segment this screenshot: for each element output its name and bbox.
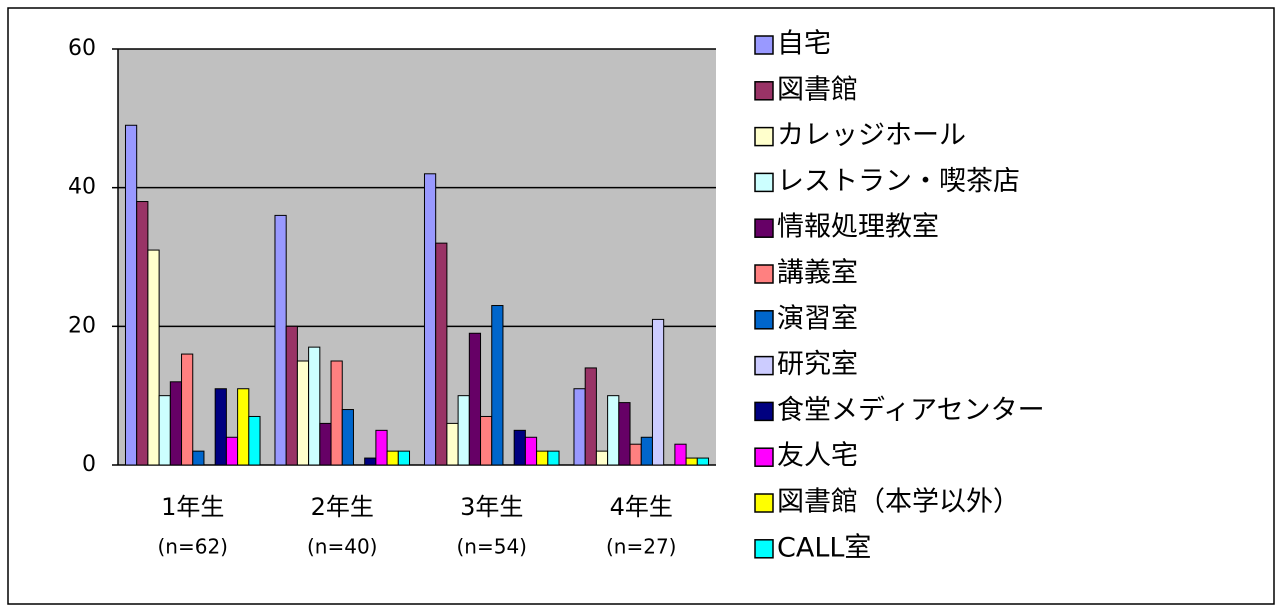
legend-swatch [754, 81, 774, 101]
bar [446, 422, 459, 466]
x-tick-sublabel: (n=27) [606, 535, 677, 559]
legend-swatch [754, 35, 774, 55]
legend-label: 研究室 [777, 349, 858, 380]
y-tick-label: 60 [68, 36, 96, 61]
bar [595, 450, 609, 466]
bar [397, 450, 411, 466]
bar [296, 360, 310, 466]
bar [319, 422, 332, 466]
legend-label: 講義室 [777, 258, 858, 289]
legend-swatch [754, 493, 774, 513]
bar [341, 409, 354, 466]
bar [480, 415, 493, 466]
legend-label: CALL室 [777, 532, 871, 563]
bar [468, 332, 482, 466]
bar [386, 450, 399, 466]
legend-label: 図書館 [777, 74, 858, 105]
legend-label: 友人宅 [777, 441, 858, 472]
bar [136, 201, 149, 466]
bar [491, 305, 504, 466]
x-tick-sublabel: (n=54) [457, 535, 528, 559]
bar [124, 124, 138, 466]
bar [607, 395, 620, 466]
bar [435, 242, 448, 466]
bar [285, 325, 298, 466]
bar [181, 353, 194, 466]
bar [375, 429, 388, 466]
bar [237, 388, 250, 466]
legend-label: 食堂メディアセンター [777, 395, 1045, 426]
bar [214, 388, 227, 466]
bar [192, 450, 205, 466]
x-tick-label: 2年生 [311, 493, 374, 521]
legend-swatch [754, 264, 774, 284]
bar [651, 318, 665, 466]
legend-label: カレッジホール [777, 120, 966, 151]
x-tick-label: 3年生 [460, 493, 523, 521]
bar [513, 429, 526, 466]
bar [457, 395, 470, 466]
legend-label: レストラン・喫茶店 [777, 166, 1020, 197]
legend-swatch [754, 218, 774, 238]
bar [274, 214, 287, 466]
legend-label: 情報処理教室 [777, 212, 939, 243]
legend-swatch [754, 126, 774, 147]
bar [364, 457, 377, 466]
bar [330, 360, 343, 466]
legend-swatch [754, 539, 774, 559]
bar [225, 436, 239, 466]
y-tick-label: 40 [68, 175, 96, 200]
bar [308, 346, 321, 466]
bar [158, 395, 171, 466]
x-tick-label: 1年生 [161, 493, 224, 521]
y-tick-label: 20 [68, 313, 96, 338]
bar [147, 249, 160, 466]
legend-swatch [754, 355, 774, 376]
legend-label: 図書館（本学以外） [777, 487, 1020, 518]
legend-swatch [754, 401, 774, 422]
bar [169, 381, 183, 466]
legend-swatch [754, 172, 774, 193]
bar [524, 436, 538, 466]
bar [618, 402, 631, 466]
x-tick-label: 4年生 [610, 493, 673, 521]
bar [696, 457, 710, 466]
legend-label: 演習室 [777, 303, 858, 334]
bar [573, 388, 586, 466]
bar [536, 450, 549, 466]
legend-swatch [754, 310, 774, 330]
bar [674, 443, 687, 466]
legend-label: 自宅 [777, 29, 831, 60]
bar [423, 173, 437, 466]
bar [547, 450, 560, 466]
bar [640, 436, 653, 466]
bar [629, 443, 642, 466]
bar [248, 415, 261, 466]
x-tick-sublabel: (n=40) [307, 535, 378, 559]
legend-swatch [754, 447, 774, 467]
bar [685, 457, 698, 466]
y-tick-label: 0 [82, 452, 96, 477]
x-tick-sublabel: (n=62) [158, 535, 229, 559]
bar [584, 367, 597, 466]
